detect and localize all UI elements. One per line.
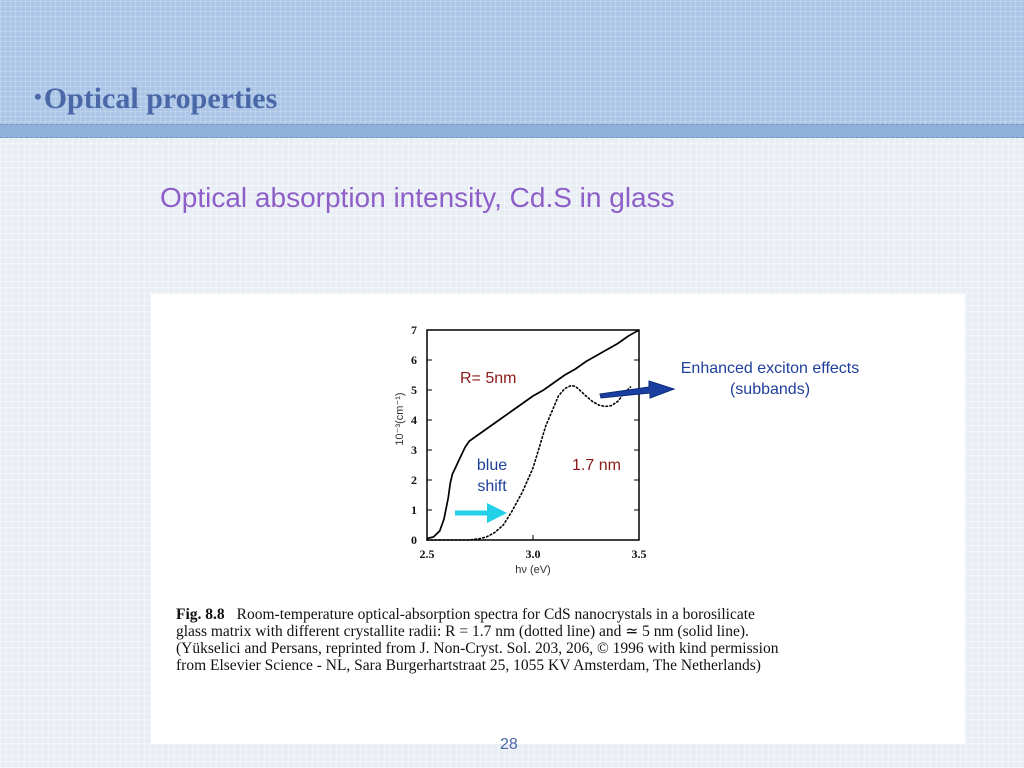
y-tick-label: 7 — [411, 323, 417, 337]
annotation-r5: R= 5nm — [460, 370, 516, 387]
slide-title-text: Optical properties — [43, 82, 278, 115]
x-tick-label: 3.0 — [526, 547, 541, 561]
y-tick-label: 6 — [411, 353, 417, 367]
x-axis-label: hν (eV) — [515, 564, 550, 576]
page-number: 28 — [500, 736, 518, 753]
y-tick-label: 4 — [411, 413, 417, 427]
y-tick-label: 2 — [411, 473, 417, 487]
slide-subtitle: Optical absorption intensity, Cd.S in gl… — [160, 182, 675, 213]
annotation-blue-shift-1: blue — [477, 457, 507, 474]
tick-label-group: 0 1 2 3 4 5 6 7 2.5 3.0 3.5 — [411, 323, 647, 561]
exciton-arrow-icon — [599, 380, 676, 399]
x-tick-label: 3.5 — [632, 547, 647, 561]
y-tick-label: 3 — [411, 443, 417, 457]
caption-label: Fig. 8.8 — [176, 606, 225, 623]
y-tick-label: 0 — [411, 533, 417, 547]
caption-line-1: Fig. 8.8 Room-temperature optical-absorpt… — [176, 606, 755, 623]
header-divider — [0, 124, 1024, 138]
caption-line-4: from Elsevier Science - NL, Sara Burgerh… — [176, 657, 761, 674]
slide-title: •Optical properties — [34, 82, 277, 116]
figure-caption: Fig. 8.8 Room-temperature optical-absorpt… — [176, 606, 956, 674]
y-tick-label: 5 — [411, 383, 417, 397]
bullet-icon: • — [34, 84, 42, 109]
series-line-1-7nm — [426, 384, 632, 541]
annotation-exciton-2: (subbands) — [730, 381, 810, 398]
y-axis-label: 10⁻³(cm⁻¹) — [394, 392, 406, 445]
header-band — [0, 0, 1024, 132]
annotation-r17: 1.7 nm — [572, 457, 621, 474]
absorption-chart: 0 1 2 3 4 5 6 7 2.5 3.0 3.5 hν (eV) 10⁻³(cm⁻¹) R= … — [394, 323, 860, 576]
series-group — [426, 329, 640, 541]
caption-line-2: glass matrix with different crystallite … — [176, 623, 749, 640]
annotation-blue-shift-2: shift — [477, 478, 507, 495]
tick-group — [426, 329, 640, 541]
series-line-5nm — [426, 329, 640, 540]
caption-line-3: (Yükselici and Persans, reprinted from J… — [176, 640, 779, 657]
y-tick-label: 1 — [411, 503, 417, 517]
plot-frame — [426, 329, 640, 541]
x-tick-label: 2.5 — [420, 547, 435, 561]
annotation-exciton-1: Enhanced exciton effects — [681, 360, 860, 377]
figure-panel: 0 1 2 3 4 5 6 7 2.5 3.0 3.5 hν (eV) 10⁻³(cm⁻¹) R= … — [151, 294, 965, 744]
